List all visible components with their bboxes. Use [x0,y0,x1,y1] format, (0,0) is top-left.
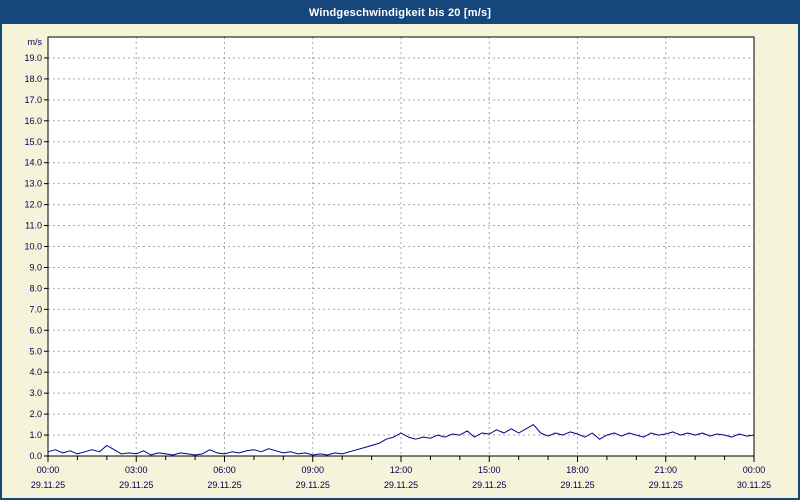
svg-text:0.0: 0.0 [29,451,42,461]
svg-text:m/s: m/s [28,37,43,47]
chart-title-bar: Windgeschwindigkeit bis 20 [m/s] [2,2,798,24]
svg-text:15.0: 15.0 [24,137,42,147]
svg-text:5.0: 5.0 [29,346,42,356]
svg-text:29.11.25: 29.11.25 [296,480,330,490]
svg-text:00:00: 00:00 [37,465,60,475]
wind-speed-line-chart: 0.0 1.0 2.0 3.0 4.0 5.0 6.0 7.0 8.0 9.0 10.0 11.0 12… [24,36,771,490]
svg-text:09:00: 09:00 [301,465,324,475]
svg-text:30.11.25: 30.11.25 [737,480,771,490]
chart-area: 0.0 1.0 2.0 3.0 4.0 5.0 6.0 7.0 8.0 9.0 10.0 11.0 12… [2,24,798,498]
svg-text:16.0: 16.0 [24,116,42,126]
chart-title: Windgeschwindigkeit bis 20 [m/s] [308,7,492,19]
svg-text:18:00: 18:00 [566,465,589,475]
svg-text:29.11.25: 29.11.25 [649,480,683,490]
svg-text:3.0: 3.0 [29,388,42,398]
svg-text:14.0: 14.0 [24,158,42,168]
svg-text:29.11.25: 29.11.25 [119,480,153,490]
svg-text:00:00: 00:00 [743,465,766,475]
svg-text:29.11.25: 29.11.25 [472,480,506,490]
svg-text:7.0: 7.0 [29,304,42,314]
svg-text:21:00: 21:00 [654,465,677,475]
svg-text:03:00: 03:00 [125,465,148,475]
svg-text:18.0: 18.0 [24,74,42,84]
svg-text:29.11.25: 29.11.25 [384,480,418,490]
svg-text:6.0: 6.0 [29,325,42,335]
svg-text:12.0: 12.0 [24,200,42,210]
svg-text:15:00: 15:00 [478,465,501,475]
svg-text:2.0: 2.0 [29,409,42,419]
svg-text:4.0: 4.0 [29,367,42,377]
svg-text:11.0: 11.0 [25,221,42,231]
svg-text:8.0: 8.0 [29,283,42,293]
svg-text:29.11.25: 29.11.25 [31,480,65,490]
svg-text:9.0: 9.0 [29,262,42,272]
svg-text:10.0: 10.0 [24,242,42,252]
svg-text:06:00: 06:00 [213,465,236,475]
svg-text:12:00: 12:00 [390,465,413,475]
svg-text:29.11.25: 29.11.25 [207,480,241,490]
svg-text:1.0: 1.0 [29,430,42,440]
svg-text:17.0: 17.0 [24,95,42,105]
svg-text:19.0: 19.0 [24,53,42,63]
svg-text:13.0: 13.0 [24,179,42,189]
svg-text:29.11.25: 29.11.25 [560,480,594,490]
